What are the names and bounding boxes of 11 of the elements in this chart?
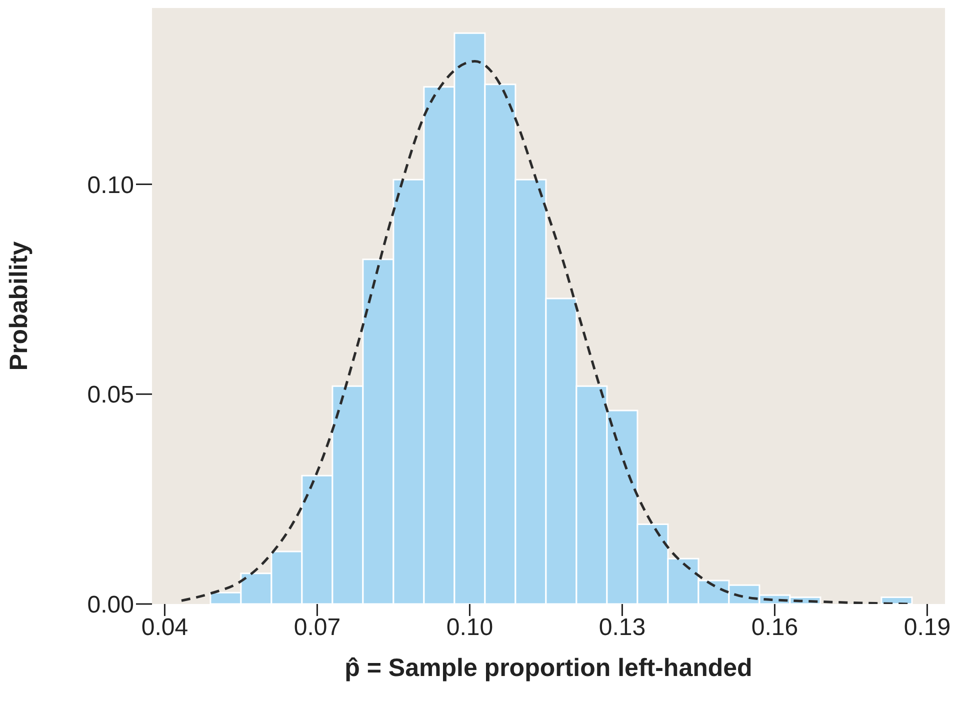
x-tick-label: 0.13	[598, 614, 646, 642]
x-axis-title: p̂ = Sample proportion left-handed	[344, 654, 752, 682]
y-tick-label: 0.05	[87, 382, 134, 409]
x-tick-label: 0.19	[904, 614, 951, 642]
x-tick-label: 0.16	[751, 614, 798, 642]
x-tick-label: 0.10	[446, 614, 494, 642]
y-tick-label: 0.10	[87, 172, 134, 199]
x-tick-label: 0.07	[294, 614, 341, 642]
y-tick-label: 0.00	[87, 592, 134, 619]
y-axis-title: Probability	[4, 241, 33, 371]
x-tick-label: 0.04	[141, 614, 188, 642]
